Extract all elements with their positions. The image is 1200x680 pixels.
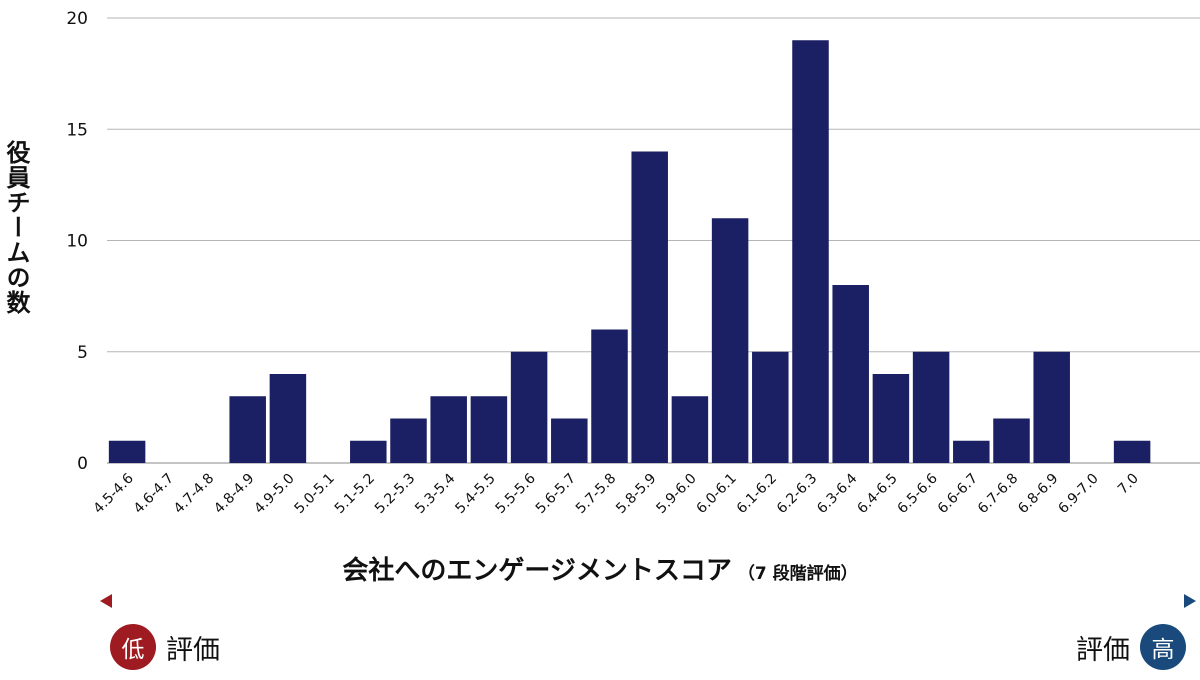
x-tick-label: 4.5-4.6 xyxy=(91,470,137,516)
x-axis-title: 会社へのエンゲージメントスコア xyxy=(342,556,732,586)
y-tick-label: 10 xyxy=(66,232,88,252)
bar-5.3-5.4 xyxy=(430,396,467,463)
x-tick-label: 7.0 xyxy=(1115,471,1142,498)
x-tick-label: 5.6-5.7 xyxy=(533,471,579,517)
bar-5.1-5.2 xyxy=(350,440,387,463)
bar-6.1-6.2 xyxy=(752,351,789,463)
bar-5.5-5.6 xyxy=(510,351,548,463)
evaluation-scale-arrow xyxy=(100,594,1196,608)
bar-4.8-4.9 xyxy=(229,396,266,463)
bars xyxy=(108,40,1151,463)
low-rating-label: 評価 xyxy=(166,634,220,666)
y-axis-ticks: 0 5 10 15 20 xyxy=(66,9,88,474)
y-tick-label: 20 xyxy=(66,9,88,29)
x-tick-label: 6.8-6.9 xyxy=(1015,471,1061,517)
x-tick-label: 5.2-5.3 xyxy=(372,471,418,517)
x-tick-label: 6.4-6.5 xyxy=(854,471,900,517)
bar-6.6-6.7 xyxy=(953,440,990,463)
x-tick-label: 6.6-6.7 xyxy=(935,471,981,517)
x-tick-label: 6.3-6.4 xyxy=(814,470,860,516)
x-tick-label: 5.5-5.6 xyxy=(493,470,539,516)
x-tick-label: 6.7-6.8 xyxy=(975,471,1021,517)
x-axis-note: （7 段階評価） xyxy=(737,564,858,584)
bar-5.8-5.9 xyxy=(631,151,668,463)
bar-6.4-6.5 xyxy=(872,374,910,463)
x-tick-label: 5.8-5.9 xyxy=(613,471,659,517)
bar-6.5-6.6 xyxy=(912,351,950,463)
bar-5.7-5.8 xyxy=(591,329,628,463)
bar-6.8-6.9 xyxy=(1033,351,1070,463)
high-rating-indicator: 評価 高 xyxy=(1076,624,1186,670)
x-axis-label: 会社へのエンゲージメントスコア （7 段階評価） xyxy=(0,550,1200,587)
bar-4.9-5.0 xyxy=(269,374,307,463)
bar-6.7-6.8 xyxy=(993,418,1030,463)
x-tick-label: 6.2-6.3 xyxy=(774,471,820,517)
y-axis-label: 役員チームの数 xyxy=(2,140,30,315)
bar-5.6-5.7 xyxy=(551,418,588,463)
x-tick-label: 4.8-4.9 xyxy=(211,471,257,517)
y-tick-label: 0 xyxy=(77,454,88,474)
x-tick-label: 5.3-5.4 xyxy=(412,470,458,516)
x-tick-label: 5.0-5.1 xyxy=(292,471,338,517)
low-badge: 低 xyxy=(110,624,156,670)
x-tick-label: 4.9-5.0 xyxy=(251,471,297,517)
low-rating-indicator: 低 評価 xyxy=(110,624,220,670)
x-tick-label: 4.6-4.7 xyxy=(131,471,177,517)
x-tick-label: 6.9-7.0 xyxy=(1055,471,1101,517)
x-tick-label: 5.4-5.5 xyxy=(452,471,498,517)
x-tick-label: 4.7-4.8 xyxy=(171,471,217,517)
bar-4.5-4.6 xyxy=(108,440,146,463)
x-tick-label: 6.5-6.6 xyxy=(895,470,941,516)
bar-6.2-6.3 xyxy=(792,40,829,463)
bar-5.4-5.5 xyxy=(470,396,508,463)
y-tick-label: 5 xyxy=(77,343,88,363)
bar-5.2-5.3 xyxy=(390,418,427,463)
bar-6.3-6.4 xyxy=(832,285,869,463)
high-rating-label: 評価 xyxy=(1076,634,1130,666)
high-badge: 高 xyxy=(1140,624,1186,670)
x-tick-label: 6.1-6.2 xyxy=(734,471,780,517)
x-axis-ticks: 4.5-4.64.6-4.74.7-4.84.8-4.94.9-5.05.0-5… xyxy=(91,470,1142,516)
x-tick-label: 5.7-5.8 xyxy=(573,471,619,517)
x-tick-label: 5.1-5.2 xyxy=(332,471,378,517)
x-tick-label: 5.9-6.0 xyxy=(653,471,699,517)
bar-6.0-6.1 xyxy=(711,218,749,463)
x-tick-label: 6.0-6.1 xyxy=(694,471,740,517)
y-tick-label: 15 xyxy=(66,120,88,140)
bar-7.0 xyxy=(1113,440,1151,463)
bar-5.9-6.0 xyxy=(671,396,709,463)
